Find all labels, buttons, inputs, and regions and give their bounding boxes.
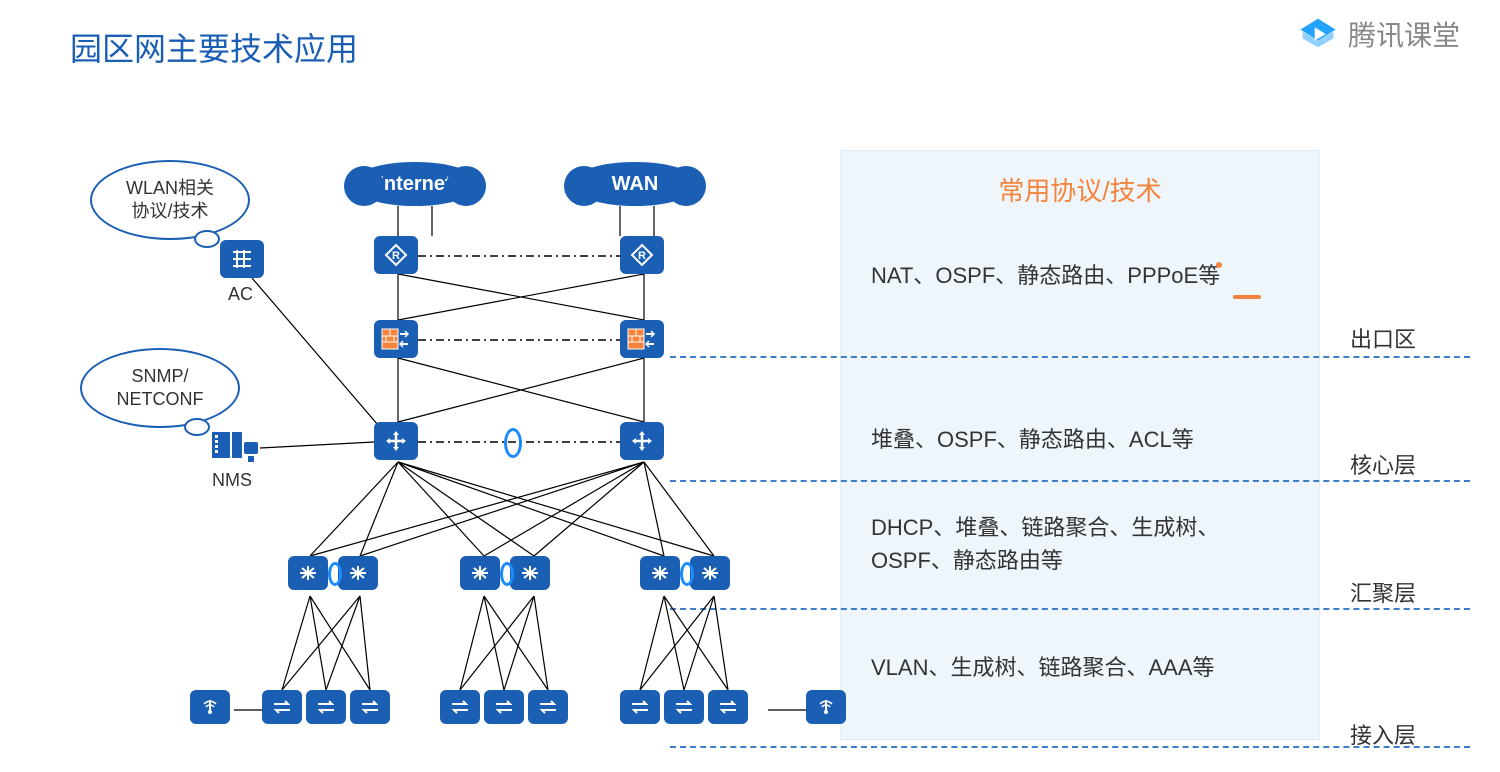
access-switch-g3-2-icon	[664, 690, 704, 724]
agg-switch-g1a-icon	[288, 556, 328, 590]
brand: 腾讯课堂	[1296, 12, 1460, 56]
protocol-panel-title: 常用协议/技术	[841, 171, 1319, 208]
ac-controller-icon	[220, 240, 264, 278]
stack-ring-agg3	[680, 562, 694, 586]
brand-icon	[1296, 12, 1340, 56]
protocol-panel: 常用协议/技术 NAT、OSPF、静态路由、PPPoE等 堆叠、OSPF、静态路…	[840, 150, 1320, 740]
layer-label-core: 核心层	[1350, 448, 1416, 480]
ac-label: AC	[228, 284, 253, 305]
protocol-row-access: VLAN、生成树、链路聚合、AAA等	[871, 651, 1299, 684]
brand-text: 腾讯课堂	[1348, 14, 1460, 54]
access-switch-g1-2-icon	[306, 690, 346, 724]
divider-core	[670, 480, 1470, 482]
access-switch-g3-3-icon	[708, 690, 748, 724]
divider-egress	[670, 356, 1470, 358]
access-switch-g1-1-icon	[262, 690, 302, 724]
stack-ring-core	[504, 428, 522, 458]
cloud-internet: Internet	[350, 162, 480, 206]
divider-access	[670, 746, 1470, 748]
protocol-row-egress: NAT、OSPF、静态路由、PPPoE等	[871, 259, 1299, 292]
svg-text:R: R	[638, 250, 646, 262]
core-switch-right-icon	[620, 422, 664, 460]
access-switch-g3-1-icon	[620, 690, 660, 724]
nms-icon	[210, 428, 260, 468]
firewall-right-icon	[620, 320, 664, 358]
ap-right-icon	[806, 690, 846, 724]
protocol-row-core: 堆叠、OSPF、静态路由、ACL等	[871, 423, 1299, 456]
divider-agg	[670, 608, 1470, 610]
access-switch-g1-3-icon	[350, 690, 390, 724]
router-left-icon: R	[374, 236, 418, 274]
layer-label-agg: 汇聚层	[1350, 576, 1416, 608]
access-switch-g2-2-icon	[484, 690, 524, 724]
router-right-icon: R	[620, 236, 664, 274]
layer-label-egress: 出口区	[1350, 322, 1416, 354]
agg-switch-g1b-icon	[338, 556, 378, 590]
access-switch-g2-3-icon	[528, 690, 568, 724]
agg-switch-g3b-icon	[690, 556, 730, 590]
page-title: 园区网主要技术应用	[70, 24, 358, 70]
core-switch-left-icon	[374, 422, 418, 460]
firewall-left-icon	[374, 320, 418, 358]
protocol-row-agg: DHCP、堆叠、链路聚合、生成树、OSPF、静态路由等	[871, 511, 1299, 577]
stack-ring-agg1	[328, 562, 342, 586]
cursor-underline	[1233, 295, 1261, 299]
stack-ring-agg2	[500, 562, 514, 586]
nms-label: NMS	[212, 470, 252, 491]
agg-switch-g2a-icon	[460, 556, 500, 590]
access-switch-g2-1-icon	[440, 690, 480, 724]
agg-switch-g3a-icon	[640, 556, 680, 590]
callout-snmp: SNMP/ NETCONF	[80, 348, 240, 428]
ap-left-icon	[190, 690, 230, 724]
svg-text:R: R	[392, 250, 400, 262]
cursor-dot	[1216, 262, 1222, 268]
callout-wlan: WLAN相关 协议/技术	[90, 160, 250, 240]
agg-switch-g2b-icon	[510, 556, 550, 590]
cloud-wan: WAN	[570, 162, 700, 206]
